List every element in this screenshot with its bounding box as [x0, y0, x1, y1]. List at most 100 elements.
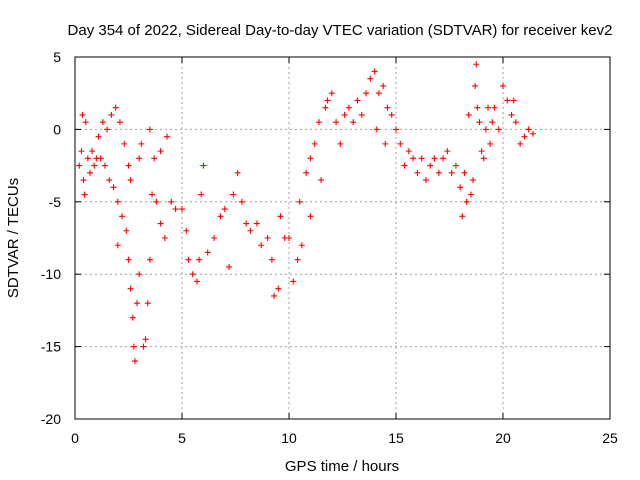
data-point — [470, 177, 477, 184]
x-tick-label: 10 — [281, 430, 297, 446]
data-point — [517, 140, 524, 147]
data-point — [140, 343, 147, 350]
data-point — [121, 140, 128, 147]
data-point — [136, 155, 143, 162]
data-point — [414, 169, 421, 176]
data-point — [97, 155, 104, 162]
data-point — [89, 148, 96, 155]
data-point — [108, 111, 115, 118]
data-point — [234, 169, 241, 176]
data-point — [410, 155, 417, 162]
data-point — [350, 119, 357, 126]
data-point — [405, 148, 412, 155]
data-point — [168, 198, 175, 205]
data-point — [119, 213, 126, 220]
data-point — [78, 148, 85, 155]
data-point — [200, 162, 207, 169]
data-point — [504, 97, 511, 104]
data-point — [354, 97, 361, 104]
data-point — [81, 191, 88, 198]
y-tick-label: 5 — [53, 49, 61, 65]
data-point — [296, 198, 303, 205]
data-point — [275, 285, 282, 292]
data-point — [211, 235, 218, 241]
data-point — [422, 177, 429, 184]
data-point — [363, 90, 370, 97]
x-tick-label: 15 — [388, 430, 404, 446]
data-point — [322, 104, 329, 111]
y-tick-label: -10 — [41, 266, 61, 282]
data-point — [149, 191, 156, 198]
data-point — [341, 111, 348, 118]
data-point — [142, 336, 149, 343]
data-point — [529, 130, 536, 137]
data-point — [243, 220, 250, 227]
data-point — [311, 140, 318, 147]
axis-ticks — [74, 56, 611, 420]
data-point — [461, 169, 468, 176]
data-point — [157, 148, 164, 155]
data-point — [110, 184, 117, 191]
data-point — [146, 256, 153, 263]
data-point — [290, 278, 297, 285]
data-point — [371, 68, 378, 75]
data-point — [198, 191, 205, 198]
data-point — [179, 206, 185, 213]
data-point — [84, 155, 91, 162]
data-point — [418, 155, 425, 162]
data-point — [373, 126, 380, 133]
data-point — [367, 75, 374, 82]
data-point — [164, 133, 171, 140]
y-tick-label: -5 — [49, 194, 62, 210]
data-point — [512, 119, 519, 126]
data-point — [131, 358, 138, 365]
data-point — [114, 242, 121, 249]
data-point — [459, 213, 466, 220]
data-point — [127, 177, 134, 184]
x-tick-label: 5 — [178, 430, 186, 446]
data-point — [485, 104, 492, 111]
y-tick-label: -15 — [41, 339, 61, 355]
data-point — [397, 140, 404, 147]
data-point — [193, 278, 200, 285]
data-point — [82, 119, 89, 126]
data-point — [489, 119, 496, 126]
data-point — [324, 97, 331, 104]
data-point — [457, 184, 464, 191]
data-point — [393, 126, 399, 133]
axis-tick-labels: 0 5 10 15 20 25 5 0 -5 -10 -15 -20 — [41, 49, 618, 446]
data-point — [384, 104, 391, 111]
data-point — [318, 177, 325, 184]
data-point — [144, 300, 151, 307]
data-point — [101, 162, 108, 169]
data-points — [76, 61, 536, 365]
data-point — [136, 271, 143, 278]
data-point — [189, 271, 196, 278]
x-axis-label: GPS time / hours — [285, 458, 399, 475]
data-point — [258, 242, 265, 249]
data-point — [294, 256, 301, 263]
data-point — [247, 227, 254, 234]
data-point — [129, 314, 136, 321]
data-point — [467, 191, 474, 198]
data-point — [487, 140, 494, 147]
data-point — [253, 220, 260, 227]
data-point — [95, 133, 102, 140]
data-point — [525, 126, 532, 133]
data-point — [112, 104, 119, 111]
data-point — [146, 126, 153, 133]
data-point — [286, 235, 292, 241]
data-point — [264, 235, 271, 241]
data-point — [114, 198, 121, 205]
data-point — [380, 82, 387, 89]
data-point — [345, 104, 352, 111]
data-point — [315, 119, 322, 126]
data-point — [134, 300, 141, 307]
chart-title: Day 354 of 2022, Sidereal Day-to-day VTE… — [68, 22, 613, 39]
data-point — [130, 343, 137, 350]
data-point — [127, 285, 134, 292]
data-point — [161, 235, 168, 241]
data-point — [495, 126, 502, 133]
data-point — [333, 119, 340, 126]
